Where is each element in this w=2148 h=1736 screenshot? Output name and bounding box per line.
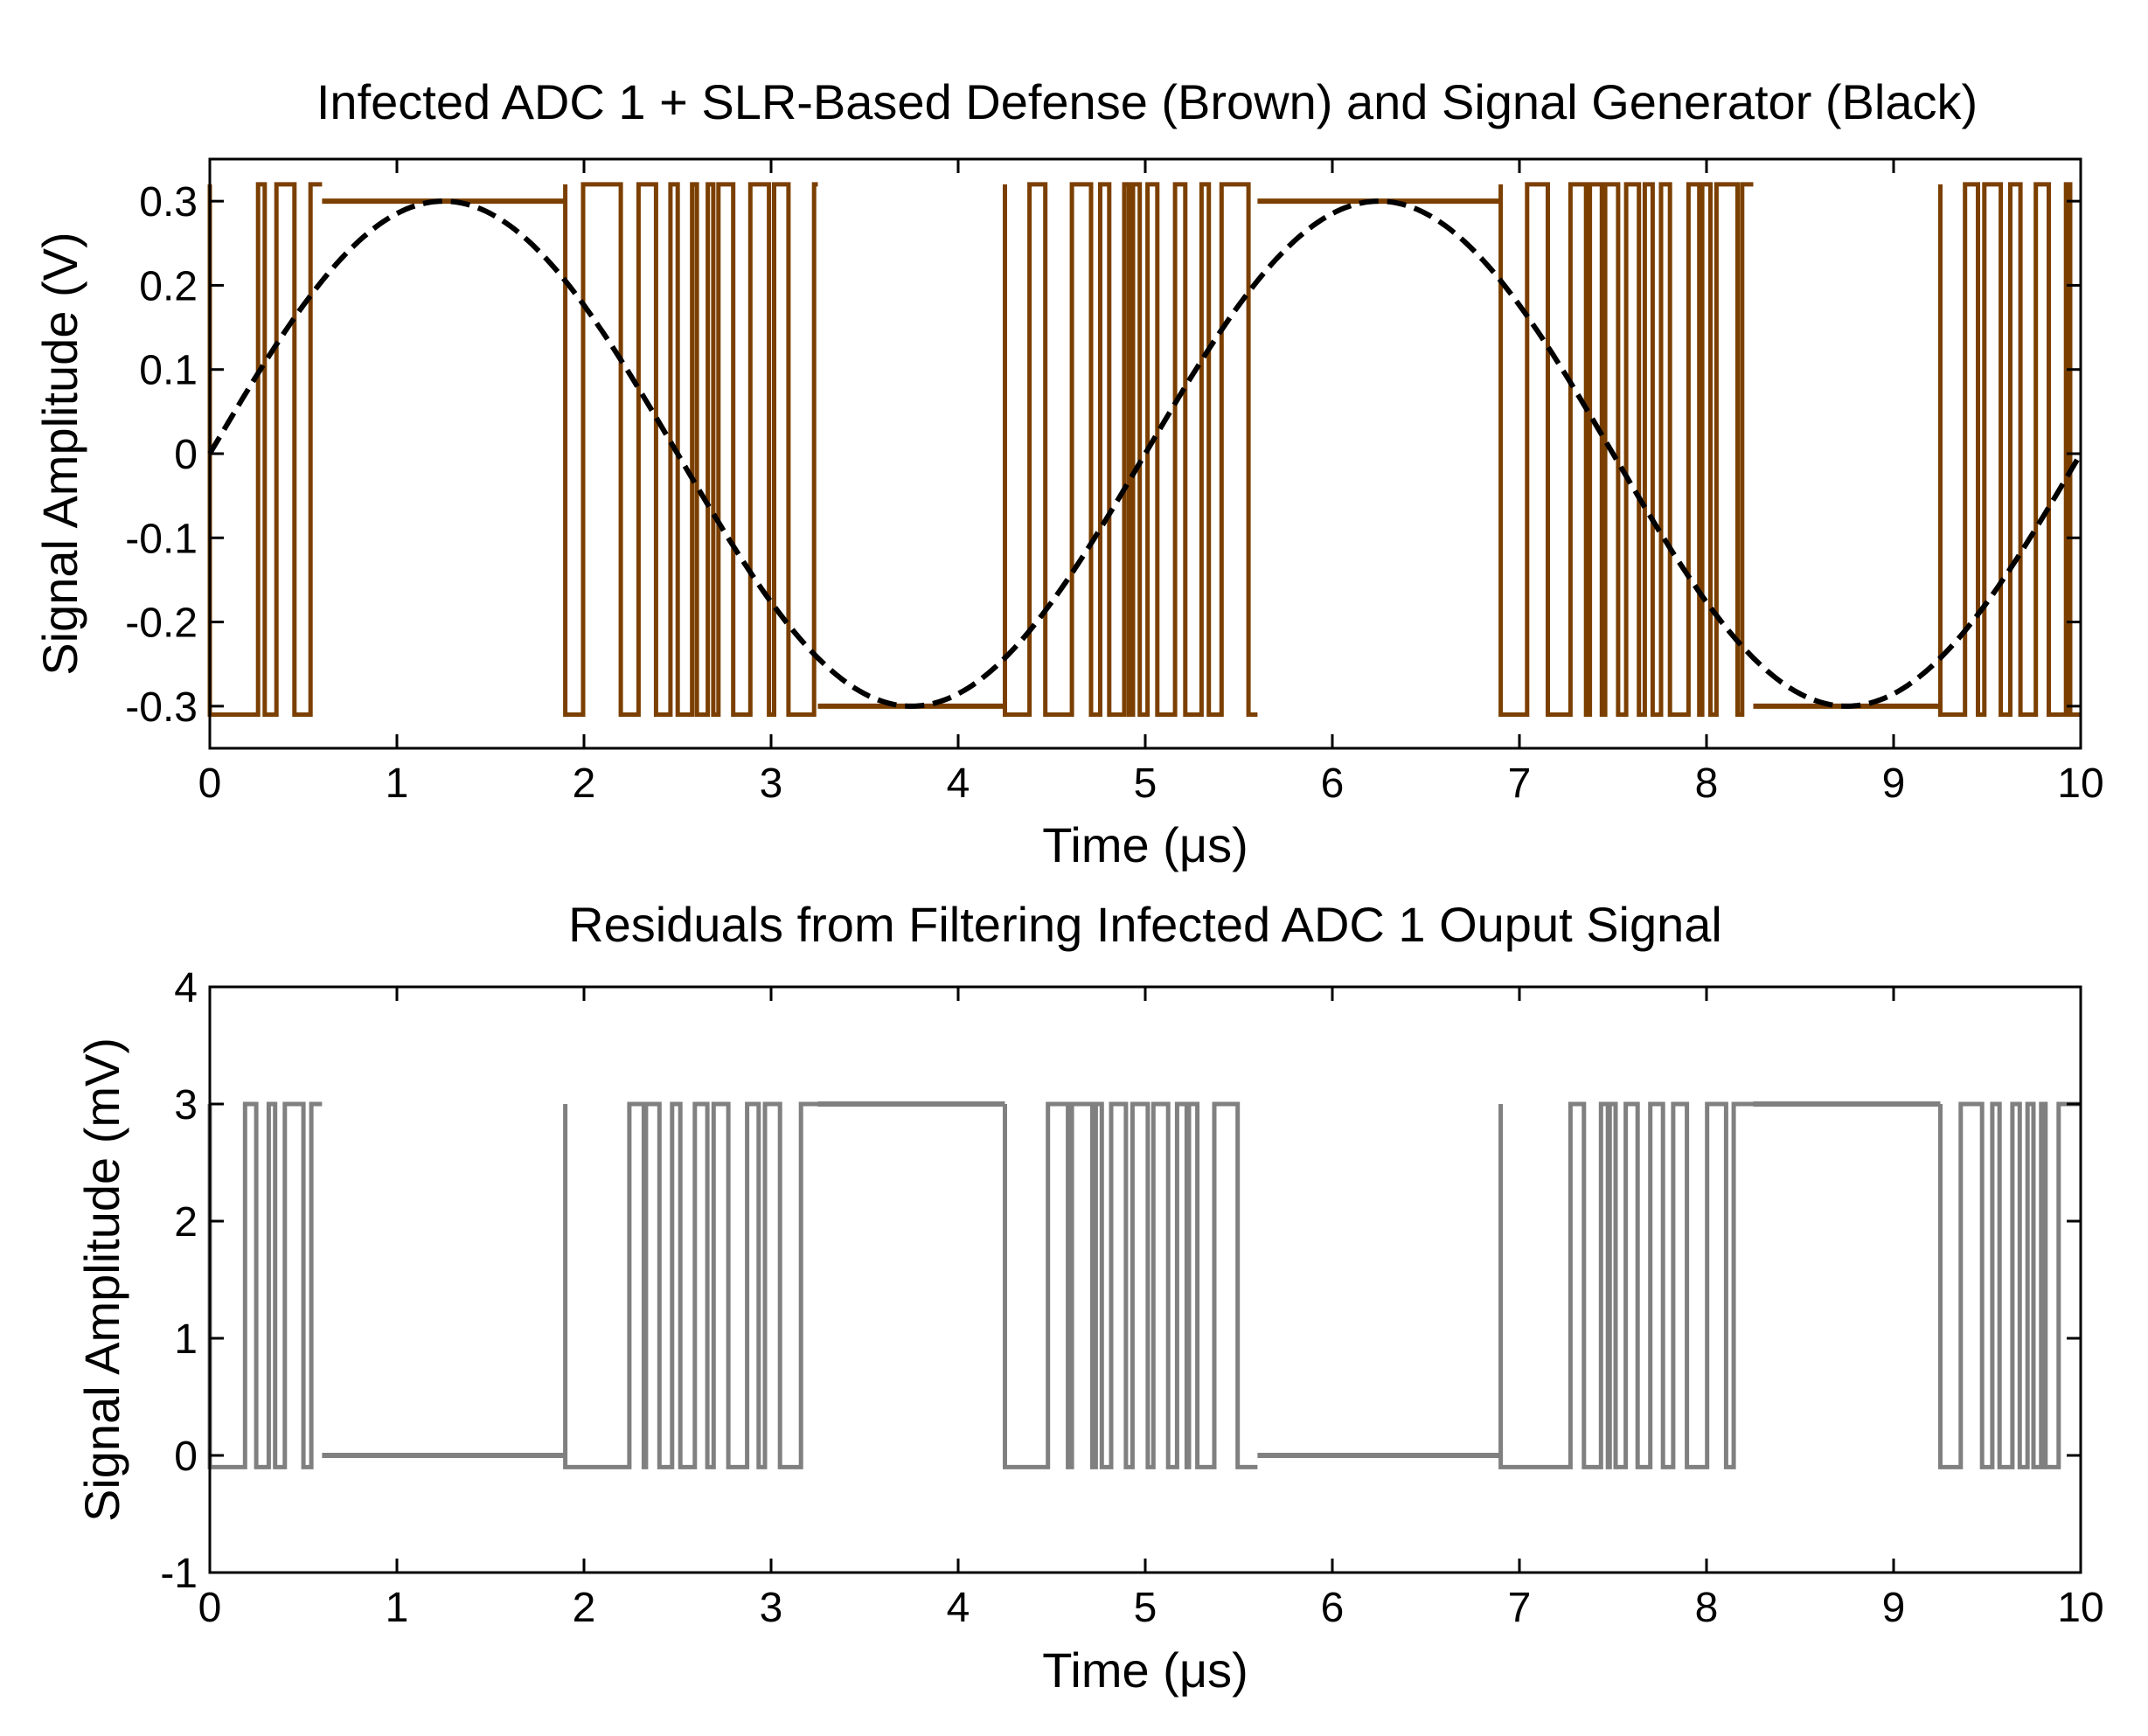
chart-top-ticks: 0 1 2 3 4 5 6 7 8 9 10 -0.3 -0.2 -0.1 0 0.1 0.2 0.3 bbox=[125, 159, 2104, 807]
y-tick-label: -1 bbox=[160, 1551, 198, 1597]
chart-1-series-0-burst bbox=[1498, 1101, 1754, 1469]
chart-0-series-0-burst bbox=[1938, 182, 2081, 717]
x-tick-label: 7 bbox=[1508, 1585, 1532, 1631]
y-tick-label: 0 bbox=[174, 1434, 198, 1480]
x-tick-label: 2 bbox=[573, 760, 596, 807]
chart-0-series-0-burst bbox=[563, 182, 818, 717]
x-tick-label: 4 bbox=[947, 1585, 970, 1631]
chart-0-series-0-burst bbox=[207, 182, 323, 717]
chart-0-series-0-burst bbox=[1498, 182, 1754, 717]
y-tick-label: 0.2 bbox=[139, 263, 198, 309]
chart-bottom-title: Residuals from Filtering Infected ADC 1 … bbox=[568, 897, 1722, 952]
y-tick-label: 0.1 bbox=[139, 348, 198, 394]
chart-top-plot-area bbox=[207, 182, 2083, 717]
x-tick-label: 6 bbox=[1321, 760, 1345, 807]
y-tick-label: -0.1 bbox=[125, 516, 198, 562]
x-tick-label: 8 bbox=[1695, 1585, 1719, 1631]
y-tick-label: -0.2 bbox=[125, 601, 198, 647]
chart-0-series-1-sine bbox=[207, 198, 2083, 709]
x-tick-label: 10 bbox=[2057, 760, 2103, 807]
chart-top-xlabel: Time (μs) bbox=[1042, 817, 1248, 872]
x-tick-label: 1 bbox=[386, 760, 409, 807]
chart-top: Infected ADC 1 + SLR-Based Defense (Brow… bbox=[32, 74, 2104, 872]
chart-1-series-0-burst bbox=[1003, 1101, 1258, 1469]
chart-0-series-0-burst bbox=[1003, 182, 1258, 717]
y-tick-label: 3 bbox=[174, 1082, 198, 1128]
y-tick-label: 0 bbox=[174, 432, 198, 478]
chart-1-series-0-burst bbox=[1938, 1101, 2081, 1469]
x-tick-label: 5 bbox=[1134, 760, 1157, 807]
chart-bottom-ylabel: Signal Amplitude (mV) bbox=[74, 1038, 129, 1522]
x-tick-label: 7 bbox=[1508, 760, 1532, 807]
chart-1-series-0-burst bbox=[563, 1101, 818, 1469]
x-tick-label: 9 bbox=[1882, 1585, 1906, 1631]
x-tick-label: 8 bbox=[1695, 760, 1719, 807]
x-tick-label: 4 bbox=[947, 760, 970, 807]
y-tick-label: -0.3 bbox=[125, 684, 198, 731]
x-tick-label: 0 bbox=[198, 1585, 222, 1631]
chart-bottom-xlabel: Time (μs) bbox=[1042, 1642, 1248, 1698]
y-tick-label: 0.3 bbox=[139, 179, 198, 226]
y-tick-label: 2 bbox=[174, 1199, 198, 1246]
x-tick-label: 3 bbox=[760, 760, 783, 807]
x-tick-label: 2 bbox=[573, 1585, 596, 1631]
x-tick-label: 9 bbox=[1882, 760, 1906, 807]
x-tick-label: 1 bbox=[386, 1585, 409, 1631]
x-tick-label: 5 bbox=[1134, 1585, 1157, 1631]
x-tick-label: 3 bbox=[760, 1585, 783, 1631]
x-tick-label: 6 bbox=[1321, 1585, 1345, 1631]
chart-1-series-0-burst bbox=[207, 1101, 323, 1469]
x-tick-label: 0 bbox=[198, 760, 222, 807]
chart-bottom: Residuals from Filtering Infected ADC 1 … bbox=[74, 897, 2104, 1698]
chart-bottom-plot-area bbox=[207, 1101, 2081, 1469]
chart-top-title: Infected ADC 1 + SLR-Based Defense (Brow… bbox=[316, 74, 1978, 129]
x-tick-label: 10 bbox=[2057, 1585, 2103, 1631]
chart-top-ylabel: Signal Amplitude (V) bbox=[32, 232, 87, 675]
y-tick-label: 1 bbox=[174, 1316, 198, 1363]
y-tick-label: 4 bbox=[174, 965, 198, 1011]
